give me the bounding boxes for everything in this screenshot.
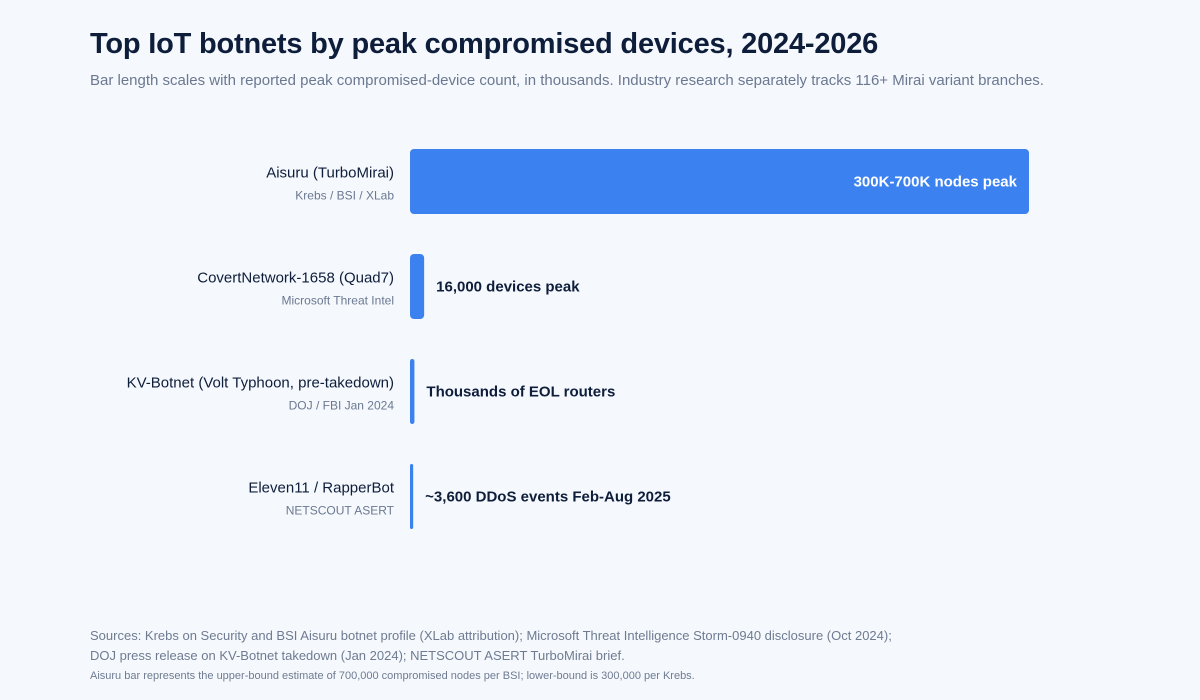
bar-source-label: Krebs / BSI / XLab	[295, 189, 394, 203]
footer-sources-line-2: DOJ press release on KV-Botnet takedown …	[90, 648, 625, 663]
bar-value-label: 16,000 devices peak	[436, 279, 580, 296]
bar-category-label: KV-Botnet (Volt Typhoon, pre-takedown)	[127, 375, 394, 392]
chart-title: Top IoT botnets by peak compromised devi…	[90, 28, 879, 60]
chart-subtitle: Bar length scales with reported peak com…	[90, 72, 1044, 89]
bar-value-label: ~3,600 DDoS events Feb-Aug 2025	[425, 489, 671, 506]
footer-note: Aisuru bar represents the upper-bound es…	[90, 670, 695, 682]
bar	[410, 254, 425, 319]
bar	[410, 464, 414, 529]
bar-value-label: 300K-700K nodes peak	[854, 174, 1018, 191]
footer: Sources: Krebs on Security and BSI Aisur…	[90, 626, 892, 685]
bar-source-label: NETSCOUT ASERT	[286, 504, 395, 518]
footer-sources-line-1: Sources: Krebs on Security and BSI Aisur…	[90, 628, 892, 643]
bar-source-label: Microsoft Threat Intel	[282, 294, 395, 308]
bar-value-label: Thousands of EOL routers	[426, 384, 615, 401]
bar	[410, 359, 415, 424]
bar-category-label: Eleven11 / RapperBot	[248, 480, 394, 497]
bar-source-label: DOJ / FBI Jan 2024	[289, 399, 395, 413]
bar	[410, 149, 1029, 214]
bar-category-label: CovertNetwork-1658 (Quad7)	[197, 270, 394, 287]
bar-category-label: Aisuru (TurboMirai)	[266, 165, 394, 182]
